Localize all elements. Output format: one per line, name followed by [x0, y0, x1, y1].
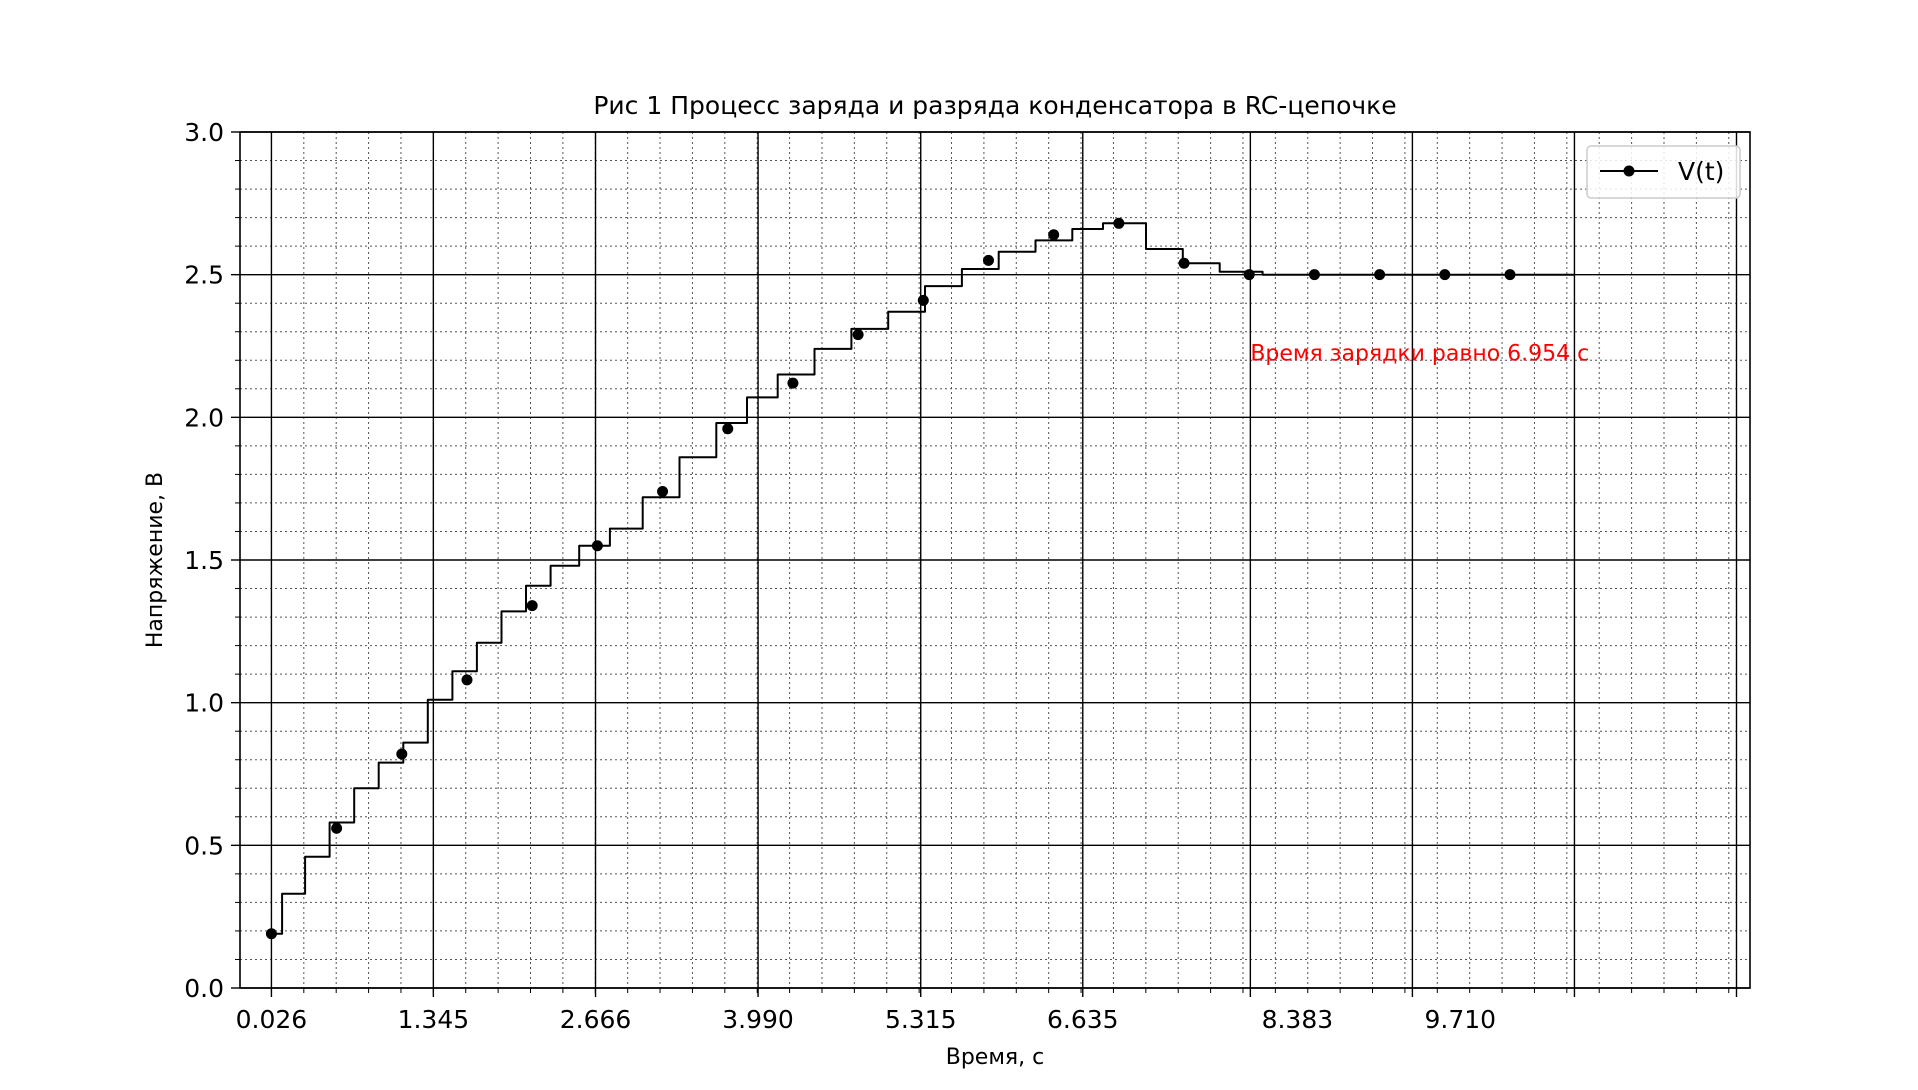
minor-grid	[240, 132, 1750, 988]
x-tick-label: 8.383	[1262, 1005, 1334, 1034]
x-tick-label: 5.315	[885, 1005, 957, 1034]
x-tick-label: 9.710	[1424, 1005, 1496, 1034]
x-tick-label: 6.635	[1047, 1005, 1119, 1034]
series-point-vt	[265, 928, 277, 940]
series-layer	[265, 217, 1575, 940]
x-axis-label: Время, с	[946, 1045, 1045, 1070]
series-point-vt	[1308, 269, 1320, 281]
series-point-vt	[982, 254, 994, 266]
series-point-vt	[591, 540, 603, 552]
y-axis-label: Напряжение, В	[143, 472, 168, 648]
series-point-vt	[331, 822, 343, 834]
series-point-vt	[1374, 269, 1386, 281]
y-tick-label: 3.0	[184, 118, 224, 147]
legend-entry-label: V(t)	[1678, 157, 1724, 186]
y-tick-label: 0.0	[184, 974, 224, 1003]
series-point-vt	[917, 294, 929, 306]
x-axis-ticks: 0.026 1.345 2.666 3.990 5.315 6.635 8.383 9.710	[236, 988, 1738, 1034]
legend: V(t)	[1586, 145, 1741, 199]
y-tick-label: 2.5	[184, 261, 224, 290]
y-tick-label: 2.0	[184, 403, 224, 432]
legend-marker-sample	[1623, 165, 1635, 177]
y-tick-label: 1.5	[184, 546, 224, 575]
series-point-vt	[1048, 229, 1060, 241]
charge-time-annotation: Время зарядки равно 6.954 с	[1250, 341, 1589, 366]
x-tick-label: 3.990	[722, 1005, 794, 1034]
series-point-vt	[787, 377, 799, 389]
series-point-vt	[1113, 217, 1125, 229]
series-point-vt	[526, 600, 538, 612]
x-tick-label: 0.026	[236, 1005, 308, 1034]
series-point-vt	[396, 748, 408, 760]
series-point-vt	[1178, 257, 1190, 269]
x-tick-label: 2.666	[560, 1005, 632, 1034]
y-axis-ticks: 0.0 0.5 1.0 1.5 2.0 2.5 3.0	[184, 118, 240, 1003]
series-point-vt	[1439, 269, 1451, 281]
series-point-vt	[852, 329, 864, 341]
series-point-vt	[722, 423, 734, 435]
series-point-vt	[1243, 269, 1255, 281]
series-point-vt	[657, 486, 669, 498]
series-point-vt	[1504, 269, 1516, 281]
x-tick-label: 1.345	[398, 1005, 470, 1034]
y-tick-label: 0.5	[184, 831, 224, 860]
series-line-vt	[271, 222, 1575, 935]
series-point-vt	[461, 674, 473, 686]
legend-box	[1586, 145, 1741, 199]
y-tick-label: 1.0	[184, 689, 224, 718]
chart-title: Рис 1 Процесс заряда и разряда конденсат…	[593, 91, 1396, 120]
